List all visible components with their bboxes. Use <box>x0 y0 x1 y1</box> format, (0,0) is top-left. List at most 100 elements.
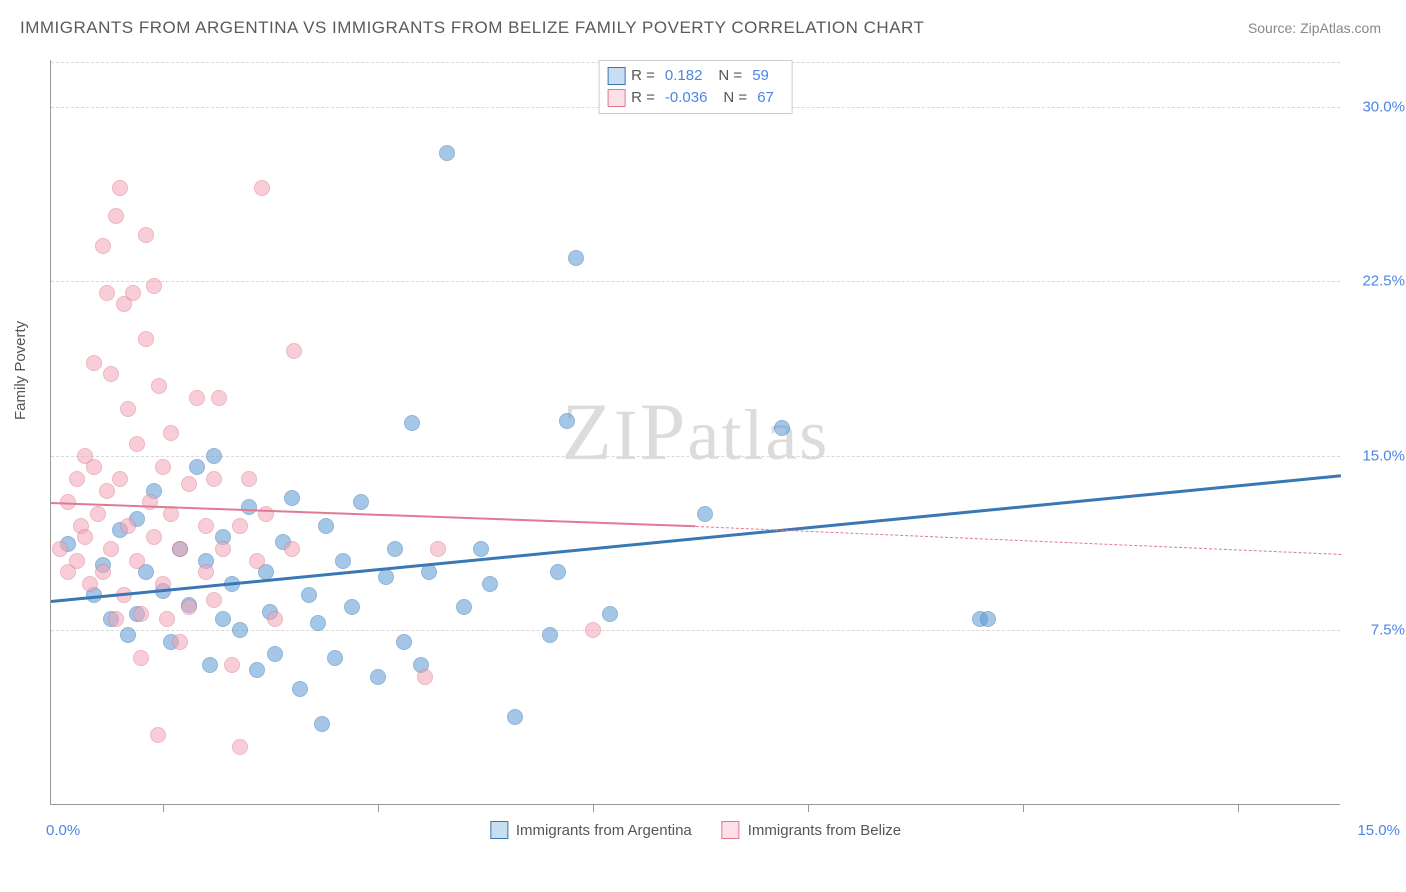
scatter-point <box>142 494 158 510</box>
scatter-point <box>310 615 326 631</box>
x-axis-min-label: 0.0% <box>46 822 80 839</box>
scatter-point <box>103 541 119 557</box>
scatter-point <box>344 599 360 615</box>
scatter-point <box>232 622 248 638</box>
scatter-point <box>258 506 274 522</box>
scatter-point <box>439 145 455 161</box>
scatter-point <box>206 592 222 608</box>
y-axis-label: Family Poverty <box>12 321 29 420</box>
scatter-point <box>146 278 162 294</box>
scatter-point <box>542 627 558 643</box>
scatter-point <box>404 415 420 431</box>
scatter-point <box>112 471 128 487</box>
scatter-point <box>387 541 403 557</box>
scatter-point <box>254 180 270 196</box>
scatter-point <box>181 476 197 492</box>
scatter-point <box>69 553 85 569</box>
trend-line <box>51 474 1341 603</box>
bottom-legend: Immigrants from Argentina Immigrants from… <box>490 821 901 839</box>
scatter-point <box>559 413 575 429</box>
x-tick <box>163 804 164 812</box>
scatter-point <box>318 518 334 534</box>
scatter-point <box>69 471 85 487</box>
scatter-point <box>120 627 136 643</box>
scatter-point <box>602 606 618 622</box>
scatter-point <box>129 436 145 452</box>
scatter-point <box>125 285 141 301</box>
scatter-point <box>473 541 489 557</box>
legend-series-label: Immigrants from Belize <box>748 822 901 839</box>
legend-r-label: R = <box>631 87 655 109</box>
scatter-point <box>108 611 124 627</box>
gridline-h <box>51 281 1340 282</box>
scatter-point <box>774 420 790 436</box>
scatter-point <box>82 576 98 592</box>
legend-r-value: -0.036 <box>665 87 708 109</box>
scatter-point <box>181 599 197 615</box>
x-tick <box>1023 804 1024 812</box>
scatter-point <box>378 569 394 585</box>
y-tick-label: 22.5% <box>1345 273 1405 290</box>
scatter-point <box>301 587 317 603</box>
scatter-point <box>163 425 179 441</box>
watermark-text: ZIPatlas <box>562 385 830 479</box>
scatter-point <box>215 541 231 557</box>
gridline-h <box>51 456 1340 457</box>
trend-line <box>696 526 1341 555</box>
scatter-point <box>241 499 257 515</box>
scatter-point <box>172 634 188 650</box>
scatter-point <box>99 285 115 301</box>
x-tick <box>1238 804 1239 812</box>
scatter-point <box>286 343 302 359</box>
scatter-point <box>353 494 369 510</box>
scatter-point <box>133 606 149 622</box>
scatter-point <box>155 459 171 475</box>
legend-swatch <box>607 89 625 107</box>
scatter-point <box>52 541 68 557</box>
scatter-point <box>550 564 566 580</box>
scatter-point <box>198 518 214 534</box>
scatter-point <box>206 448 222 464</box>
scatter-point <box>284 541 300 557</box>
legend-swatch <box>722 821 740 839</box>
scatter-point <box>417 669 433 685</box>
scatter-point <box>327 650 343 666</box>
x-tick <box>808 804 809 812</box>
scatter-point <box>146 529 162 545</box>
scatter-point <box>120 518 136 534</box>
scatter-point <box>697 506 713 522</box>
scatter-point <box>314 716 330 732</box>
scatter-point <box>284 490 300 506</box>
scatter-point <box>249 553 265 569</box>
scatter-point <box>86 355 102 371</box>
scatter-point <box>292 681 308 697</box>
legend-n-label: N = <box>718 65 742 87</box>
x-tick <box>593 804 594 812</box>
scatter-point <box>159 611 175 627</box>
scatter-point <box>585 622 601 638</box>
scatter-point <box>456 599 472 615</box>
scatter-point <box>267 646 283 662</box>
scatter-point <box>568 250 584 266</box>
scatter-point <box>224 657 240 673</box>
scatter-point <box>189 459 205 475</box>
y-tick-label: 7.5% <box>1345 622 1405 639</box>
scatter-point <box>241 471 257 487</box>
legend-item: Immigrants from Argentina <box>490 821 692 839</box>
x-tick <box>378 804 379 812</box>
legend-swatch <box>607 67 625 85</box>
scatter-point <box>232 518 248 534</box>
legend-r-label: R = <box>631 65 655 87</box>
scatter-point <box>99 483 115 499</box>
legend-stats-row: R =0.182N =59 <box>607 65 784 87</box>
legend-stats-box: R =0.182N =59R =-0.036N =67 <box>598 60 793 114</box>
legend-item: Immigrants from Belize <box>722 821 901 839</box>
scatter-point <box>249 662 265 678</box>
scatter-point <box>129 553 145 569</box>
scatter-point <box>86 459 102 475</box>
scatter-point <box>95 238 111 254</box>
scatter-point <box>138 331 154 347</box>
scatter-point <box>120 401 136 417</box>
scatter-point <box>980 611 996 627</box>
scatter-point <box>189 390 205 406</box>
